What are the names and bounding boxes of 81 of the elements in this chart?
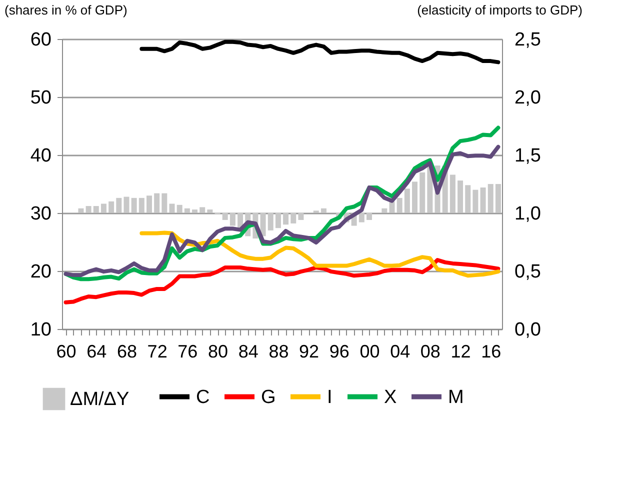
y2-tick-label: 2,0 [514, 88, 541, 108]
bar [124, 196, 130, 213]
line-series [140, 230, 500, 278]
bar [238, 213, 244, 228]
bar [495, 184, 501, 213]
bar [268, 213, 274, 230]
bar [108, 201, 114, 213]
bar [154, 193, 160, 213]
x-tick-label: 60 [56, 342, 76, 362]
x-tick-label: 12 [450, 342, 471, 362]
bar [176, 204, 182, 213]
y-tick-label: 20 [30, 262, 52, 282]
bar [382, 208, 388, 213]
bar [86, 206, 92, 213]
bar [290, 213, 296, 224]
bar [396, 198, 402, 213]
bar [404, 188, 410, 213]
y-tick-label: 30 [30, 204, 52, 224]
legend-label: I [327, 386, 332, 408]
bar [260, 213, 266, 236]
x-tick-label: 68 [116, 342, 137, 362]
line-series [140, 40, 500, 64]
bar [412, 182, 418, 213]
x-tick-label: 76 [178, 342, 198, 362]
legend-label: ΔM/ΔY [70, 389, 130, 410]
bar [488, 184, 494, 213]
x-tick-label: 04 [390, 342, 410, 362]
y-axis-title: (shares in % of GDP) [4, 2, 128, 18]
bar [93, 206, 99, 213]
x-tick-label: 92 [299, 342, 320, 362]
y2-axis-title: (elasticity of imports to GDP) [417, 2, 582, 18]
y2-tick-label: 0,5 [514, 262, 541, 282]
bar [184, 208, 190, 213]
y-tick-label: 10 [30, 320, 52, 340]
y2-tick-label: 1,5 [514, 146, 541, 166]
x-tick-label: 64 [86, 342, 107, 362]
x-tick-label: 16 [481, 342, 502, 362]
legend-label: C [196, 386, 210, 408]
bar [458, 180, 464, 213]
x-tick-label: 80 [208, 342, 228, 362]
bar [275, 213, 281, 228]
bar [222, 213, 228, 220]
line-series [64, 258, 500, 304]
bar [200, 207, 206, 213]
legend-label: X [384, 386, 397, 408]
y-tick-label: 60 [30, 30, 52, 50]
y2-tick-label: 2,5 [514, 30, 541, 50]
bar [230, 213, 236, 226]
bar [465, 185, 471, 213]
y-tick-label: 40 [30, 146, 52, 166]
bar [146, 196, 152, 213]
bar [138, 198, 144, 213]
bar [192, 210, 198, 213]
bar [320, 208, 326, 213]
bar [283, 213, 289, 225]
x-tick-label: 96 [329, 342, 350, 362]
bar [389, 201, 395, 213]
bar [472, 190, 478, 213]
y-tick-label: 50 [30, 88, 52, 108]
bar [480, 187, 486, 213]
bar [450, 174, 456, 213]
y2-tick-label: 1,0 [514, 204, 541, 224]
legend-label: M [448, 386, 464, 408]
bar [131, 198, 137, 213]
x-tick-label: 88 [268, 342, 289, 362]
bar [78, 208, 84, 213]
bar [162, 193, 168, 213]
bar [420, 172, 426, 213]
x-tick-label: 00 [360, 342, 380, 362]
bar [366, 213, 372, 220]
x-tick-label: 84 [238, 342, 258, 362]
bar [169, 204, 175, 213]
x-tick-label: 72 [147, 342, 168, 362]
y2-tick-label: 0,0 [514, 320, 541, 340]
bar [207, 210, 213, 213]
bar [116, 198, 122, 213]
x-tick-label: 08 [420, 342, 440, 362]
bar [298, 213, 304, 220]
bar [358, 213, 364, 222]
bar [100, 204, 106, 213]
legend-label: G [261, 386, 276, 408]
